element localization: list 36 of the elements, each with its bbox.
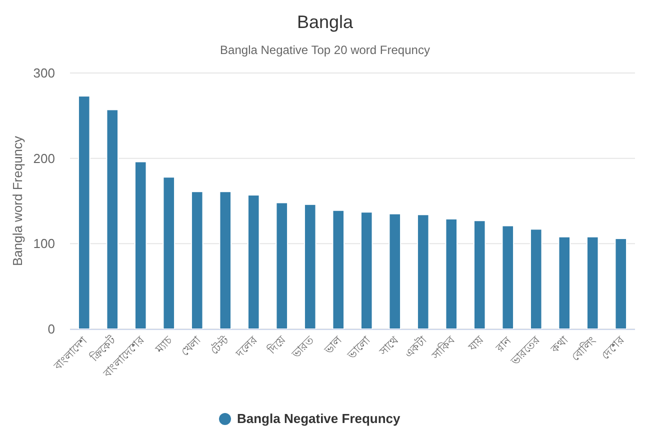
bar	[388, 213, 402, 330]
chart-title: Bangla	[296, 12, 354, 32]
bar	[106, 109, 119, 330]
bar	[219, 191, 232, 330]
y-tick-label: 0	[48, 322, 55, 337]
x-tick-label: ভাল	[322, 334, 346, 358]
bar	[162, 176, 176, 330]
bar	[416, 214, 430, 330]
bar	[558, 236, 571, 330]
bar	[134, 161, 147, 330]
bar	[586, 236, 599, 330]
bar	[473, 220, 486, 330]
y-tick-label: 200	[33, 150, 55, 166]
bar	[530, 228, 542, 330]
y-tick-label: 300	[33, 66, 55, 81]
x-tick-label: ম্যাচ	[153, 334, 176, 357]
y-tick-label: 100	[33, 236, 55, 252]
bar	[190, 191, 204, 330]
bar	[502, 225, 514, 330]
chart-subtitle: Bangla Negative Top 20 word Frequncy	[220, 43, 430, 57]
bar	[276, 202, 288, 330]
x-tick-label: দিয়ে	[264, 333, 289, 358]
bar	[614, 238, 628, 330]
legend-label: Bangla Negative Frequncy	[237, 411, 402, 426]
bar	[247, 194, 260, 330]
x-tick-label: সাথে	[376, 334, 402, 359]
bar	[332, 210, 345, 330]
x-tick-label: যায়	[466, 334, 486, 354]
y-axis-title: Bangla word Frequncy	[10, 135, 25, 266]
bar	[360, 212, 373, 330]
x-tick-label: রান	[493, 334, 514, 356]
bar	[445, 218, 458, 330]
x-tick-label: টেস্ট	[208, 333, 232, 358]
bar	[304, 204, 316, 330]
bar	[78, 96, 90, 330]
x-tick-label: কথা	[548, 334, 572, 357]
